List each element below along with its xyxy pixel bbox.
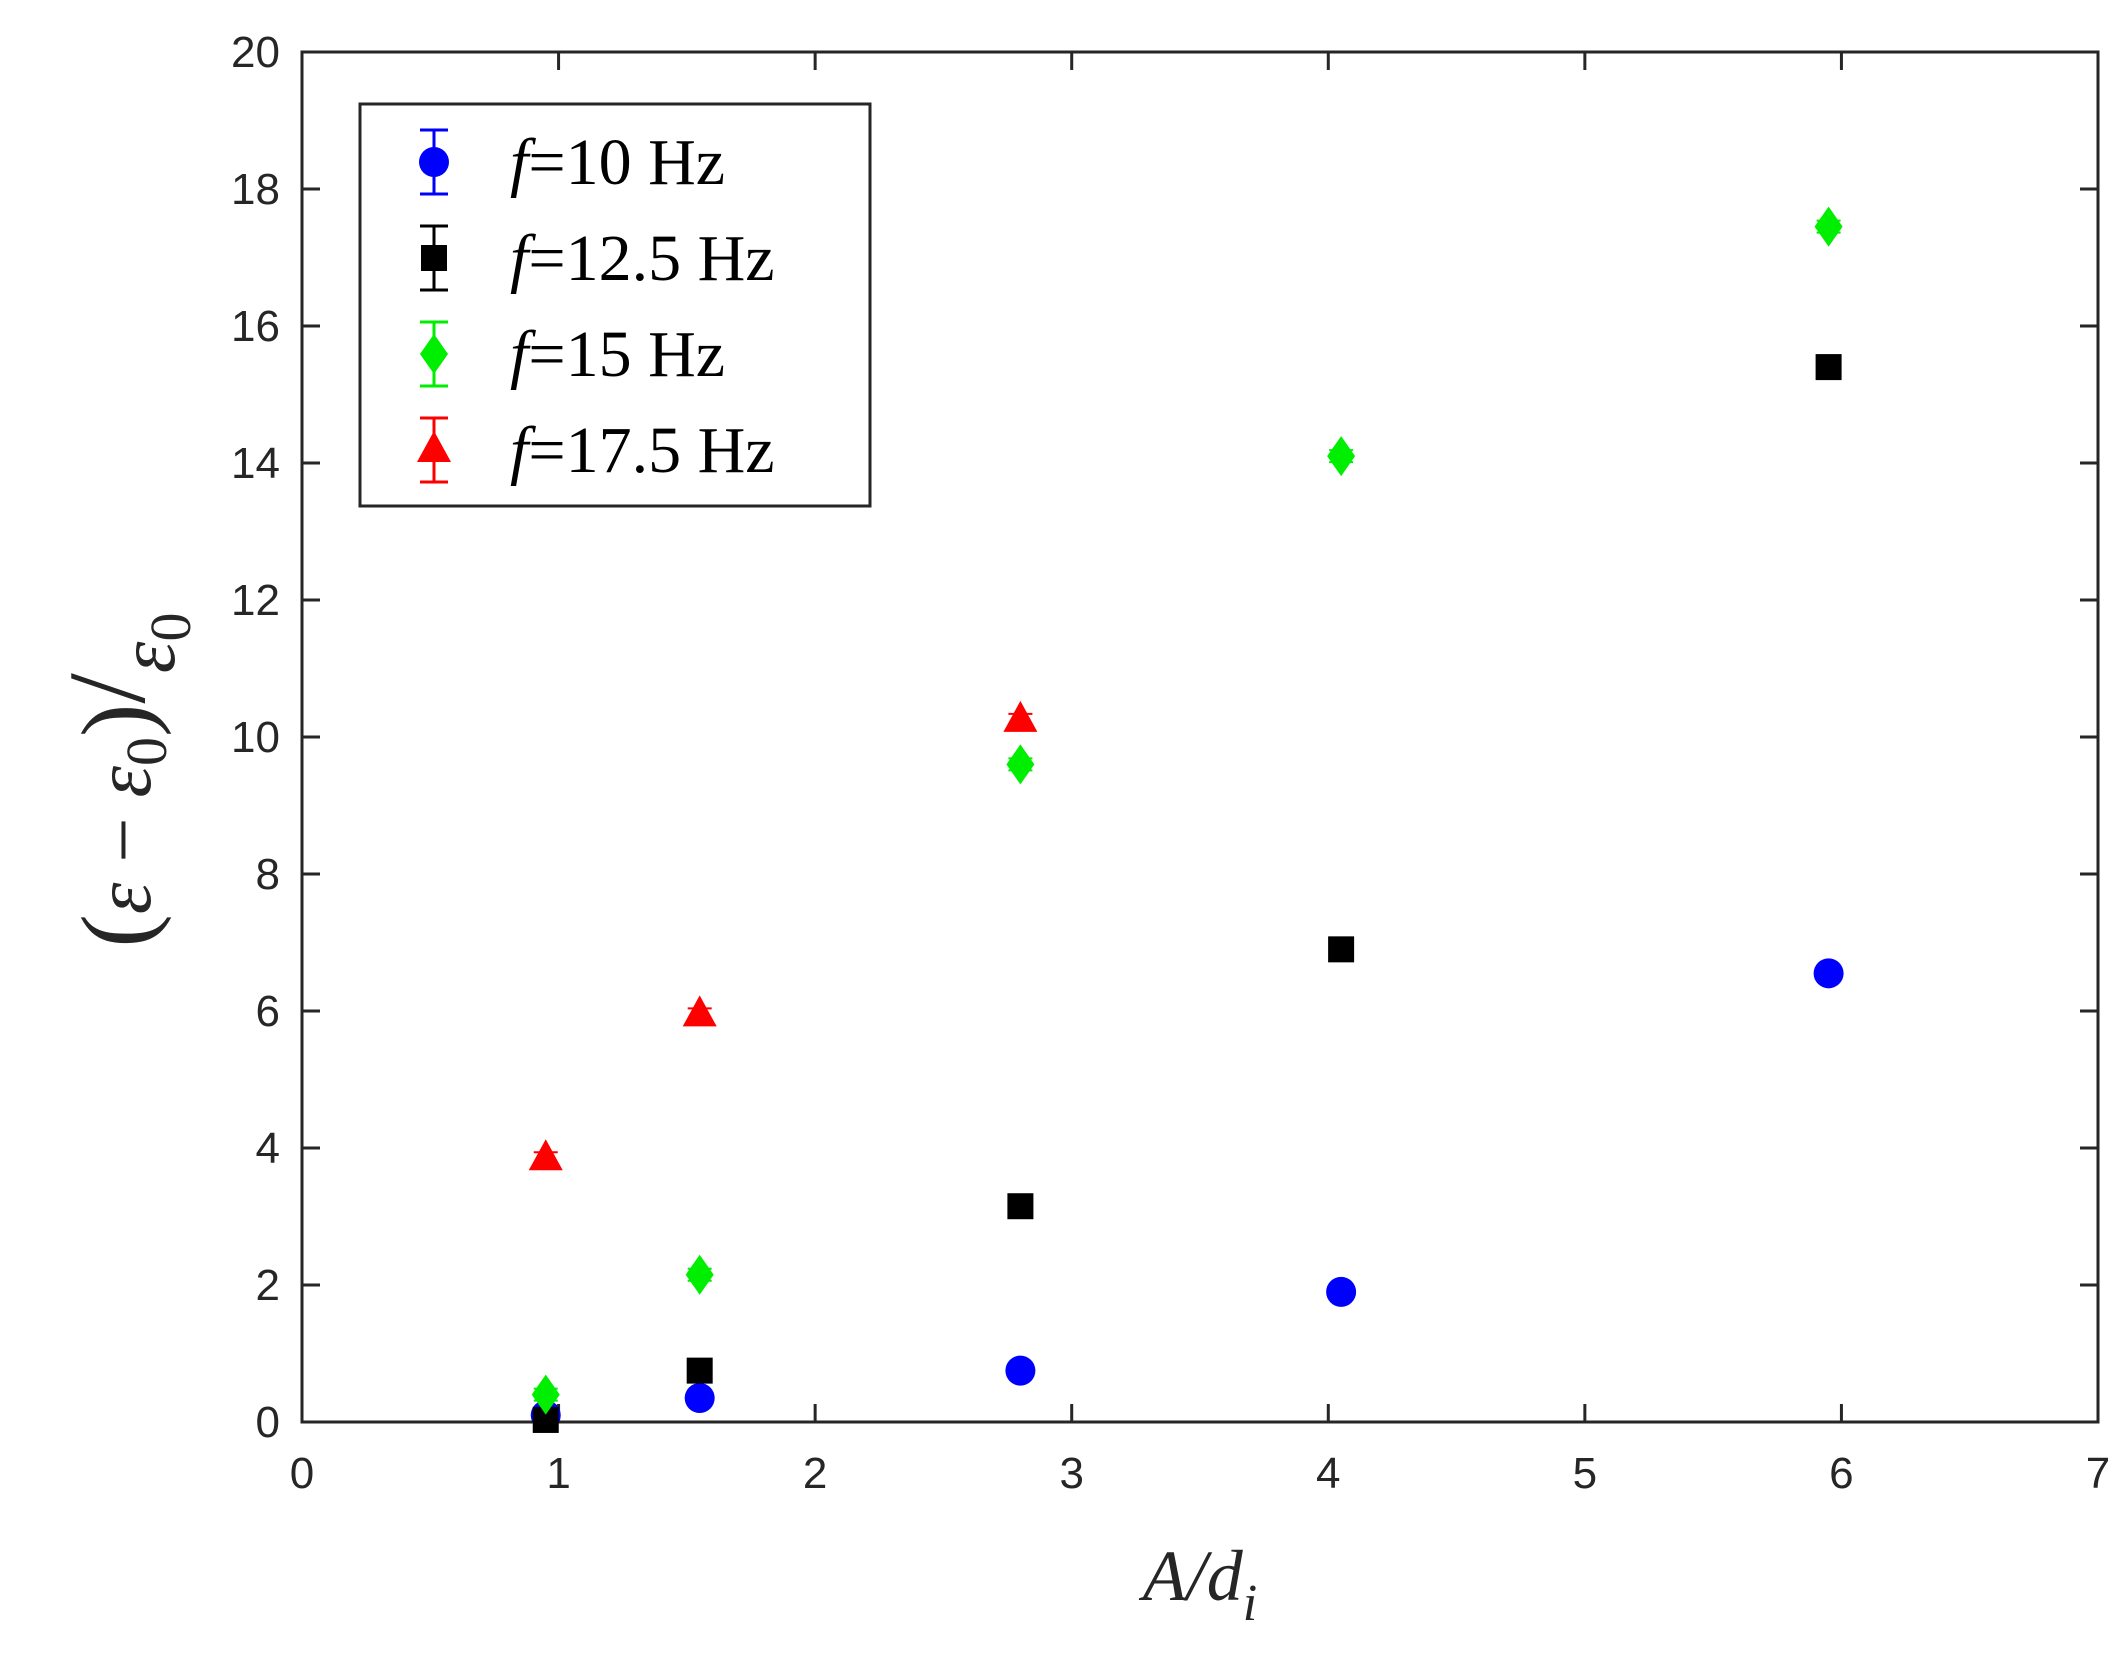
y-tick-label: 4 <box>256 1124 280 1173</box>
x-tick-label: 4 <box>1316 1449 1340 1498</box>
data-markers <box>528 206 1844 1433</box>
data-point-triangle <box>528 1139 563 1171</box>
legend-marker-diamond <box>420 334 448 374</box>
x-tick-label: 7 <box>2086 1449 2110 1498</box>
data-point-circle <box>1326 1276 1357 1307</box>
y-tick-label: 20 <box>231 28 280 77</box>
data-point-square <box>1328 936 1355 963</box>
x-tick-label: 2 <box>803 1449 827 1498</box>
data-point-diamond <box>1327 436 1356 477</box>
y-tick-label: 18 <box>231 165 280 214</box>
y-tick-label: 16 <box>231 302 280 351</box>
data-point-diamond <box>531 1374 560 1415</box>
y-tick-label: 0 <box>256 1398 280 1447</box>
y-tick-label: 2 <box>256 1261 280 1310</box>
x-tick-label: 1 <box>546 1449 570 1498</box>
data-point-diamond <box>1006 744 1035 785</box>
legend-marker-square <box>421 245 447 271</box>
x-tick-label: 5 <box>1573 1449 1597 1498</box>
legend: f=10 Hz f=12.5 Hz f=15 Hz f=17.5 Hz <box>358 102 872 508</box>
y-tick-label: 10 <box>231 713 280 762</box>
legend-marker-circle <box>419 147 449 177</box>
y-tick-label: 14 <box>231 439 280 488</box>
data-point-square <box>1815 354 1842 381</box>
data-point-square <box>1007 1193 1034 1220</box>
y-tick-label: 8 <box>256 850 280 899</box>
data-point-square <box>686 1357 713 1384</box>
legend-marker-triangle <box>417 431 451 462</box>
svg-text:(ε − ε0)/ε0: (ε − ε0)/ε0 <box>46 613 203 948</box>
data-point-circle <box>1005 1355 1036 1386</box>
x-tick-label: 0 <box>290 1449 314 1498</box>
legend-label: f=12.5 Hz <box>510 222 775 295</box>
y-tick-label: 12 <box>231 576 280 625</box>
legend-label: f=17.5 Hz <box>510 414 775 487</box>
data-point-triangle <box>682 995 717 1027</box>
y-axis-title: (ε − ε0)/ε0 <box>46 613 203 948</box>
data-point-circle <box>684 1383 715 1414</box>
data-point-circle <box>1813 958 1844 989</box>
data-point-diamond <box>1814 206 1843 247</box>
y-tick-label: 6 <box>256 987 280 1036</box>
data-point-triangle <box>1003 700 1038 732</box>
legend-label: f=15 Hz <box>510 318 725 391</box>
x-tick-label: 6 <box>1829 1449 1853 1498</box>
data-point-diamond <box>685 1254 714 1295</box>
x-tick-label: 3 <box>1059 1449 1083 1498</box>
legend-label: f=10 Hz <box>510 126 725 199</box>
